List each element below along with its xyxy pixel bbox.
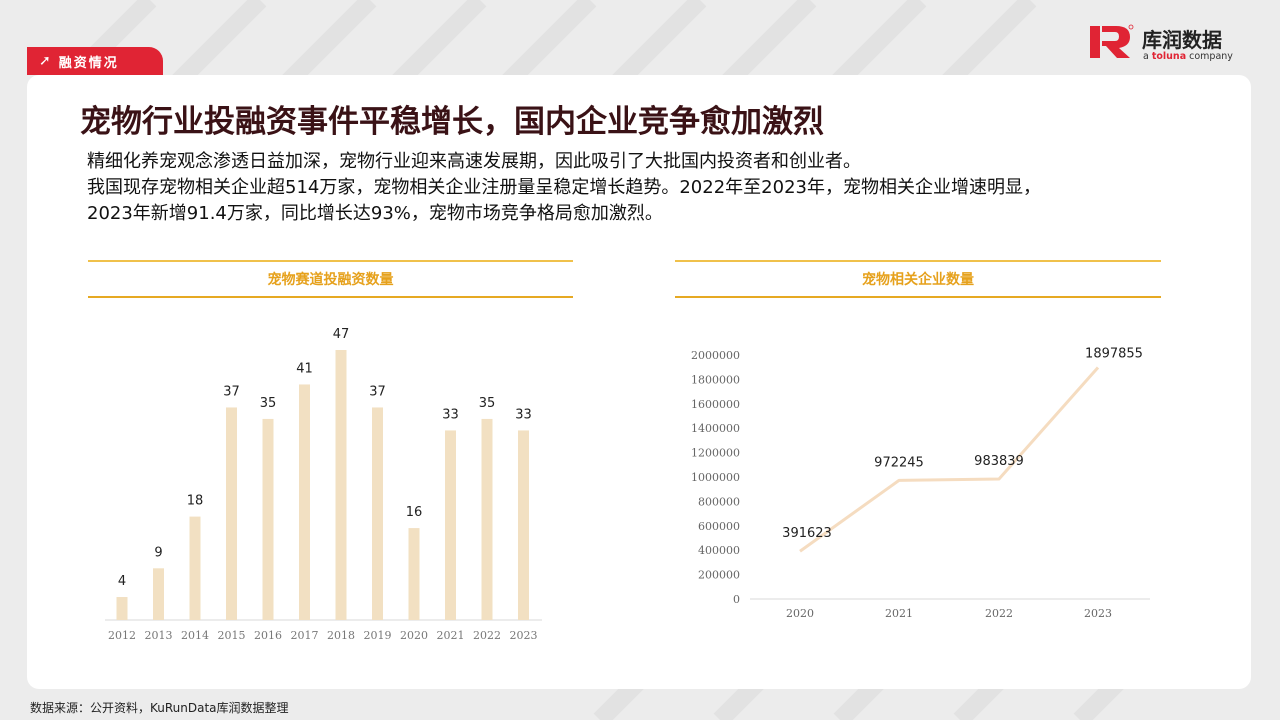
x-tick-label: 2016 — [254, 629, 282, 642]
arrow-icon: ➚ — [39, 53, 51, 69]
x-tick-label: 2023 — [510, 629, 538, 642]
data-label: 391623 — [782, 526, 832, 541]
x-tick-label: 2022 — [473, 629, 501, 642]
bar — [408, 528, 420, 620]
bar — [445, 430, 456, 620]
bar — [481, 418, 493, 620]
y-tick-label: 1200000 — [691, 447, 740, 460]
bar — [116, 597, 128, 620]
section-tag: ➚ 融资情况 — [27, 47, 163, 75]
body-line: 精细化养宠观念渗透日益加深，宠物行业迎来高速发展期，因此吸引了大批国内投资者和创… — [87, 151, 861, 172]
body-line: 我国现存宠物相关企业超514万家，宠物相关企业注册量呈稳定增长趋势。2022年至… — [87, 177, 1041, 198]
x-tick-label: 2014 — [181, 629, 209, 642]
bar-value-label: 47 — [333, 327, 350, 342]
bar — [372, 407, 383, 620]
logo-subtitle: a toluna company — [1143, 51, 1233, 62]
y-tick-label: 1600000 — [691, 398, 740, 411]
page-title: 宠物行业投融资事件平稳增长，国内企业竞争愈加激烈 — [80, 104, 824, 140]
bar — [153, 568, 164, 620]
line-chart: 0 200000 400000 600000 800000 1000000 1200000 1… — [691, 346, 1150, 620]
bar-value-label: 37 — [223, 384, 240, 399]
bar — [299, 384, 310, 620]
section-tag-label: 融资情况 — [58, 55, 119, 71]
bar — [518, 430, 529, 620]
body-line: 2023年新增91.4万家，同比增长达93%，宠物市场竞争格局愈加激烈。 — [87, 203, 663, 224]
bar-value-label: 35 — [479, 396, 496, 411]
y-tick-label: 0 — [733, 593, 740, 606]
x-tick-label: 2012 — [108, 629, 136, 642]
bar — [262, 418, 274, 620]
data-label: 983839 — [974, 454, 1024, 469]
bar-value-label: 37 — [369, 384, 386, 399]
x-tick-label: 2022 — [985, 607, 1013, 620]
line-chart-title: 宠物相关企业数量 — [675, 260, 1161, 298]
y-tick-label: 800000 — [698, 495, 740, 508]
y-tick-label: 200000 — [698, 569, 740, 582]
data-label: 1897855 — [1085, 346, 1143, 361]
bar-value-label: 18 — [187, 494, 204, 509]
series-line — [799, 366, 1100, 553]
x-tick-label: 2019 — [364, 629, 392, 642]
x-tick-label: 2021 — [437, 629, 465, 642]
x-tick-label: 2021 — [885, 607, 913, 620]
bar-value-label: 16 — [406, 505, 423, 520]
y-tick-label: 1400000 — [691, 422, 740, 435]
brand-logo: 库润数据 a toluna company — [1088, 24, 1248, 64]
x-tick-label: 2015 — [218, 629, 246, 642]
x-tick-label: 2023 — [1084, 607, 1112, 620]
bar-value-label: 9 — [154, 545, 162, 560]
body-text: 精细化养宠观念渗透日益加深，宠物行业迎来高速发展期，因此吸引了大批国内投资者和创… — [87, 149, 1227, 227]
bar-value-label: 33 — [442, 407, 459, 422]
x-tick-label: 2020 — [786, 607, 814, 620]
y-tick-label: 400000 — [698, 544, 740, 557]
bar-value-label: 4 — [118, 574, 126, 589]
data-label: 972245 — [874, 455, 924, 470]
y-tick-label: 2000000 — [691, 349, 740, 362]
bar-value-label: 33 — [515, 407, 532, 422]
x-tick-label: 2020 — [400, 629, 428, 642]
x-tick-label: 2017 — [291, 629, 319, 642]
bar-chart: 4 2012 9 2013 18 2014 37 2015 35 2016 41 2017 47 2018… — [105, 327, 542, 642]
x-tick-label: 2018 — [327, 629, 355, 642]
kr-logo-icon — [1090, 24, 1134, 58]
bar-chart-title: 宠物赛道投融资数量 — [88, 260, 573, 298]
x-tick-label: 2013 — [145, 629, 173, 642]
bar — [189, 516, 201, 620]
source-note: 数据来源：公开资料，KuRunData库润数据整理 — [30, 701, 289, 715]
y-tick-label: 1800000 — [691, 373, 740, 386]
bar-value-label: 41 — [296, 361, 313, 376]
bar — [335, 350, 347, 620]
bar-value-label: 35 — [260, 396, 277, 411]
y-tick-label: 600000 — [698, 520, 740, 533]
y-tick-label: 1000000 — [691, 471, 740, 484]
bar — [226, 407, 237, 620]
logo-name: 库润数据 — [1142, 28, 1222, 52]
